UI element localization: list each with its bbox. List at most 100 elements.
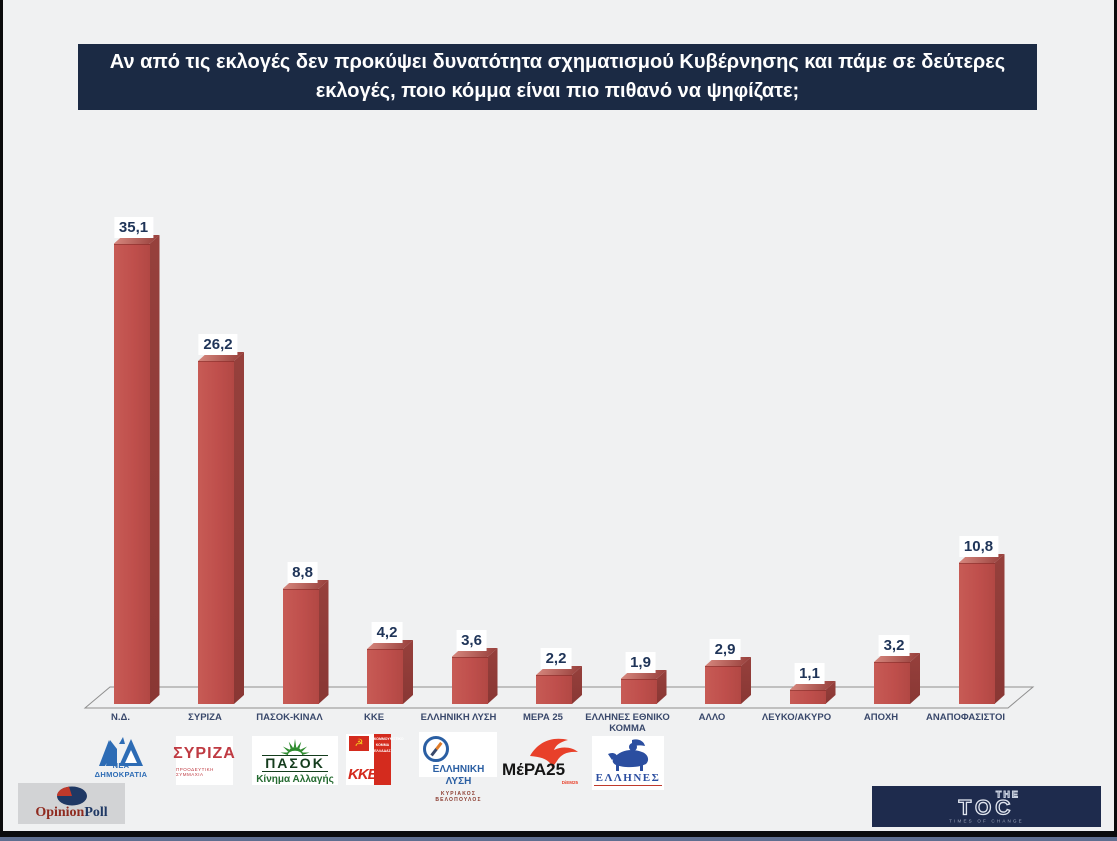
opinionpoll-pie-icon — [56, 786, 87, 806]
logo-mera25: ΜέΡΑ25 DiEM25 — [502, 734, 580, 786]
kke-label: ΚΚΕ — [348, 766, 378, 783]
bar-side-face — [994, 554, 1005, 704]
bar-side-face — [318, 580, 329, 704]
pasok-sublabel: Κίνημα Αλλαγής — [256, 774, 334, 785]
bar-value-label: 1,1 — [794, 663, 825, 684]
bar-category-label: ΑΛΛΟ — [698, 712, 726, 723]
bar-category-label: ΚΚΕ — [363, 712, 385, 723]
opinionpoll-label: OpinionPoll — [35, 805, 107, 821]
bar-side-face — [910, 653, 920, 704]
bar-front-face — [705, 666, 741, 704]
bar-top-face — [113, 235, 160, 244]
thetoc-toc: TOC — [958, 796, 1015, 819]
syriza-sublabel: ΠΡΟΟΔΕΥΤΙΚΗ ΣΥΜΜΑΧΙΑ — [176, 766, 214, 777]
question-title-line2: εκλογές, ποιο κόμμα είναι πιο πιθανό να … — [315, 80, 800, 102]
bar-top-face — [705, 657, 751, 666]
bar-category-label: ΠΑΣΟΚ-ΚΙΝΑΛ — [256, 712, 323, 723]
logo-kke: ☭ ΚΚΕ ΚΟΜΜΟΥΝΙΣΤΙΚΟ ΚΟΜΜΑ ΕΛΛΑΔΑΣ — [346, 734, 404, 785]
bar-top-face — [282, 580, 329, 589]
bar-value-label: 8,8 — [287, 562, 318, 583]
ellines-warrior-icon — [608, 739, 649, 771]
bar-category-label: ΛΕΥΚΟ/ΑΚΥΡΟ — [761, 712, 832, 723]
velopoulos-label: ΚΥΡΙΑΚΟΣ ΒΕΛΟΠΟΥΛΟΣ — [435, 791, 482, 803]
kke-hammer-sickle-icon: ☭ — [349, 736, 369, 751]
bar-side-face — [403, 640, 413, 704]
mera25-label: ΜέΡΑ25 — [502, 760, 566, 779]
thetoc-the: THE — [995, 789, 1020, 799]
pasok-label: ΠΑΣΟΚ — [262, 755, 328, 772]
kke-side-line: ΕΛΛΑΔΑΣ — [374, 749, 391, 753]
bar-top-face — [620, 670, 667, 679]
logo-pasok: ΠΑΣΟΚ Κίνημα Αλλαγής — [252, 736, 338, 785]
compass-needle-icon — [430, 741, 443, 757]
logo-nea-dimokratia: ΝΕΑ ΔΗΜΟΚΡΑΤΙΑ — [88, 737, 154, 779]
elliniki-lysi-line1: ΕΛΛΗΝΙΚΗ — [432, 764, 485, 775]
bar-front-face — [620, 679, 657, 704]
bar-side-face — [741, 657, 751, 704]
bar-front-face — [451, 657, 488, 704]
syriza-label: ΣΥΡΙΖΑ — [173, 744, 236, 762]
elliniki-lysi-label: ΕΛΛΗΝΙΚΗ ΛΥΣΗ — [423, 762, 494, 788]
bar-value-label: 35,1 — [113, 217, 154, 238]
bar-value-label: 2,2 — [540, 648, 572, 669]
bar-value-label: 3,2 — [878, 635, 910, 656]
opinionpoll-part1: Opinion — [35, 805, 85, 820]
bar-front-face — [874, 662, 910, 704]
nd-triangles-icon — [99, 737, 143, 766]
logo-ellines: ΕΛΛΗΝΕΣ — [592, 736, 664, 790]
opinionpoll-part2: Poll — [84, 805, 108, 820]
ellines-label: ΕΛΛΗΝΕΣ — [593, 772, 663, 786]
bar-side-face — [149, 235, 160, 704]
bar-top-face — [451, 648, 498, 657]
question-title-line1: Αν από τις εκλογές δεν προκύψει δυνατότη… — [109, 51, 1006, 73]
bar-value-label: 3,6 — [456, 630, 487, 651]
bar-front-face — [958, 563, 995, 704]
pasok-sun-icon — [280, 738, 310, 755]
logo-thetoc: THE TOC TIMES OF CHANGE — [872, 786, 1101, 827]
bar-value-label: 4,2 — [371, 622, 403, 643]
bar-side-face — [572, 666, 582, 704]
bar-top-face — [198, 352, 244, 361]
bar-category-label: ΣΥΡΙΖΑ — [188, 712, 222, 723]
bar-value-label: 1,9 — [625, 652, 656, 673]
bar-value-label: 2,9 — [709, 639, 741, 660]
mera25-sublabel: DiEM25 — [561, 780, 578, 785]
bar-top-face — [958, 554, 1005, 563]
compass-icon — [423, 736, 449, 762]
frame-border-right — [1114, 0, 1117, 841]
bar-top-face — [367, 640, 413, 649]
bar-side-face — [656, 670, 667, 704]
bar-side-face — [487, 648, 498, 704]
bar-value-label: 10,8 — [958, 536, 999, 557]
bar-category-label: ΑΠΟΧΗ — [863, 712, 899, 723]
bar-category-label: ΕΛΛΗΝΙΚΗ ΛΥΣΗ — [420, 712, 497, 723]
bar-top-face — [789, 681, 836, 690]
bar-front-face — [282, 589, 319, 704]
logo-elliniki-lysi: ΕΛΛΗΝΙΚΗ ΛΥΣΗ ΚΥΡΙΑΚΟΣ ΒΕΛΟΠΟΥΛΟΣ — [419, 732, 497, 803]
bar-category-label: ΑΝΑΠΟΦΑΣΙΣΤΟΙ — [926, 712, 1005, 723]
kke-side-panel: ΚΟΜΜΟΥΝΙΣΤΙΚΟ ΚΟΜΜΑ ΕΛΛΑΔΑΣ — [373, 734, 404, 785]
frame-border-bottom — [0, 831, 1117, 837]
frame-border-base — [0, 837, 1117, 841]
question-title-banner: Αν από τις εκλογές δεν προκύψει δυνατότη… — [78, 44, 1037, 110]
bar-top-face — [536, 666, 582, 675]
bar-category-label: ΜΕΡΑ 25 — [523, 712, 563, 723]
mera25-bird-icon — [530, 738, 578, 768]
frame-border-left — [0, 0, 3, 841]
bar-category-label: ΕΛΛΗΝΕΣ ΕΘΝΙΚΟ ΚΟΜΜΑ — [585, 712, 670, 734]
logo-syriza: ΣΥΡΙΖΑ ΠΡΟΟΔΕΥΤΙΚΗ ΣΥΜΜΑΧΙΑ — [173, 736, 236, 785]
elliniki-lysi-line2: ΛΥΣΗ — [445, 776, 472, 787]
bar-side-face — [234, 352, 244, 704]
bar-front-face — [789, 690, 826, 704]
bar-front-face — [367, 649, 403, 704]
bar-front-face — [113, 244, 150, 704]
logo-opinionpoll: OpinionPoll — [18, 783, 125, 824]
thetoc-wordmark: THE TOC TIMES OF CHANGE — [949, 789, 1024, 823]
bar-side-face — [825, 681, 836, 704]
kke-side-line: ΚΟΜΜΟΥΝΙΣΤΙΚΟ — [373, 737, 404, 741]
bar-top-face — [874, 653, 920, 662]
bar-front-face — [536, 675, 572, 704]
bar-category-label: Ν.Δ. — [111, 712, 130, 723]
thetoc-sublabel: TIMES OF CHANGE — [949, 818, 1024, 823]
